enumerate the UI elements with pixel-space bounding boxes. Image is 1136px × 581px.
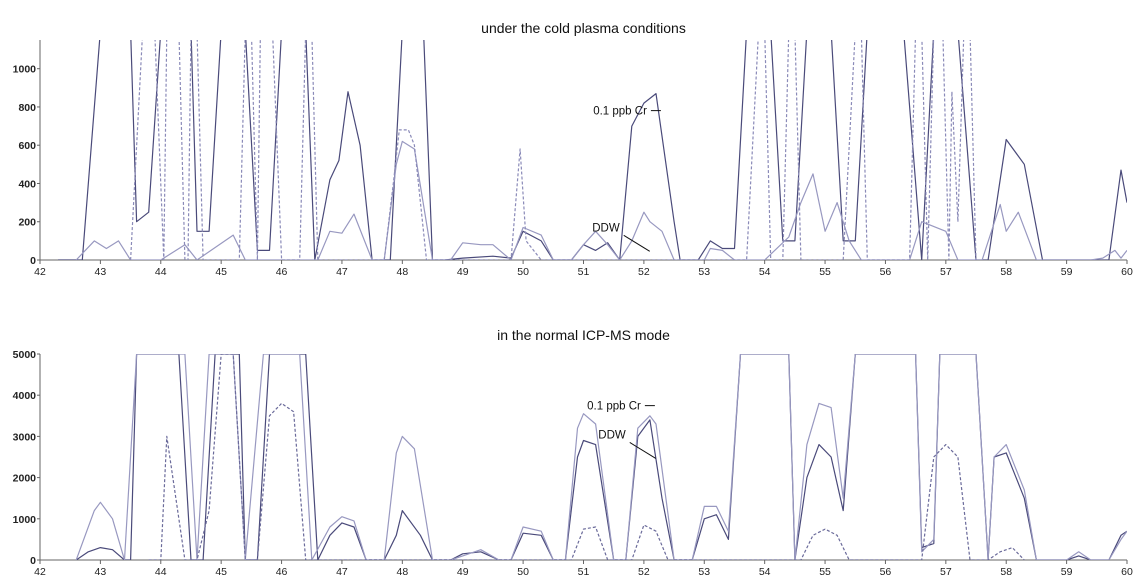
annotation-label: 0.1 ppb Cr bbox=[587, 401, 641, 413]
x-tick-label: 59 bbox=[1061, 266, 1073, 278]
x-tick-label: 59 bbox=[1061, 566, 1073, 578]
x-tick-label: 52 bbox=[638, 266, 650, 278]
x-tick-label: 53 bbox=[698, 566, 710, 578]
x-tick-label: 53 bbox=[698, 266, 710, 278]
series-line-1 bbox=[75, 354, 1127, 560]
x-tick-label: 55 bbox=[819, 566, 831, 578]
y-tick-label: 800 bbox=[18, 102, 36, 114]
x-tick-label: 42 bbox=[34, 566, 46, 578]
x-tick-label: 49 bbox=[457, 266, 469, 278]
x-tick-label: 56 bbox=[880, 266, 892, 278]
annotation-label: DDW bbox=[598, 429, 626, 441]
chart-normal-icp-ms: in the normal ICP-MS mode 0 1000 2000 3000 40… bbox=[13, 327, 1133, 578]
x-tick-label: 45 bbox=[215, 566, 227, 578]
chart-title: in the normal ICP-MS mode bbox=[497, 327, 670, 343]
x-tick-label: 54 bbox=[759, 566, 771, 578]
x-tick-label: 47 bbox=[336, 266, 348, 278]
y-tick-label: 400 bbox=[18, 178, 36, 190]
x-tick-label: 58 bbox=[1000, 266, 1012, 278]
y-tick-label: 1000 bbox=[13, 514, 37, 526]
chart-cold-plasma: under the cold plasma conditions 0 200 400 6… bbox=[13, 20, 1133, 278]
y-tick-label: 1000 bbox=[13, 64, 37, 76]
series-line-0 bbox=[75, 354, 1127, 560]
x-tick-label: 45 bbox=[215, 266, 227, 278]
x-tick-label: 44 bbox=[155, 566, 167, 578]
x-tick-label: 42 bbox=[34, 266, 46, 278]
x-tick-label: 55 bbox=[819, 266, 831, 278]
x-tick-label: 43 bbox=[95, 266, 107, 278]
annotation-label: 0.1 ppb Cr bbox=[593, 106, 647, 118]
x-tick-label: 56 bbox=[880, 566, 892, 578]
x-tick-label: 52 bbox=[638, 566, 650, 578]
x-tick-label: 58 bbox=[1000, 566, 1012, 578]
x-tick-label: 44 bbox=[155, 266, 167, 278]
x-tick-label: 57 bbox=[940, 266, 952, 278]
x-tick-label: 46 bbox=[276, 566, 288, 578]
x-tick-label: 51 bbox=[578, 266, 590, 278]
y-tick-label: 0 bbox=[30, 255, 36, 267]
y-tick-label: 5000 bbox=[13, 349, 37, 361]
x-tick-label: 50 bbox=[517, 266, 529, 278]
y-tick-label: 3000 bbox=[13, 431, 37, 443]
x-tick-label: 43 bbox=[95, 566, 107, 578]
x-tick-label: 46 bbox=[276, 266, 288, 278]
x-tick-label: 49 bbox=[457, 566, 469, 578]
y-tick-label: 600 bbox=[18, 140, 36, 152]
annotation-arrow bbox=[629, 442, 657, 459]
x-tick-label: 54 bbox=[759, 266, 771, 278]
y-tick-label: 200 bbox=[18, 217, 36, 229]
chart-title: under the cold plasma conditions bbox=[481, 20, 686, 36]
x-tick-label: 57 bbox=[940, 566, 952, 578]
x-tick-label: 60 bbox=[1121, 566, 1133, 578]
series-line-1 bbox=[75, 140, 1127, 260]
y-tick-label: 2000 bbox=[13, 473, 37, 485]
x-tick-label: 48 bbox=[396, 566, 408, 578]
series-line-2 bbox=[148, 354, 1025, 560]
x-tick-label: 48 bbox=[396, 266, 408, 278]
x-tick-label: 47 bbox=[336, 566, 348, 578]
x-tick-label: 50 bbox=[517, 566, 529, 578]
y-tick-label: 0 bbox=[30, 555, 36, 567]
x-tick-label: 51 bbox=[578, 566, 590, 578]
y-tick-label: 4000 bbox=[13, 390, 37, 402]
annotation-label: DDW bbox=[592, 222, 620, 234]
x-tick-label: 60 bbox=[1121, 266, 1133, 278]
series-line-2 bbox=[130, 40, 977, 260]
annotation-arrow bbox=[623, 234, 650, 252]
